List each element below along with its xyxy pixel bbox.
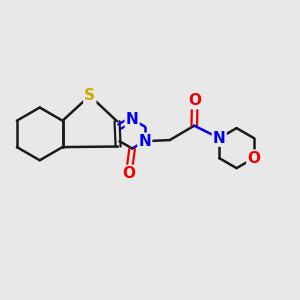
Text: O: O: [248, 151, 260, 166]
Text: O: O: [122, 166, 135, 181]
Text: N: N: [126, 112, 139, 127]
Text: O: O: [188, 93, 201, 108]
Text: S: S: [84, 88, 95, 103]
Text: N: N: [138, 134, 151, 149]
Text: N: N: [213, 130, 226, 146]
